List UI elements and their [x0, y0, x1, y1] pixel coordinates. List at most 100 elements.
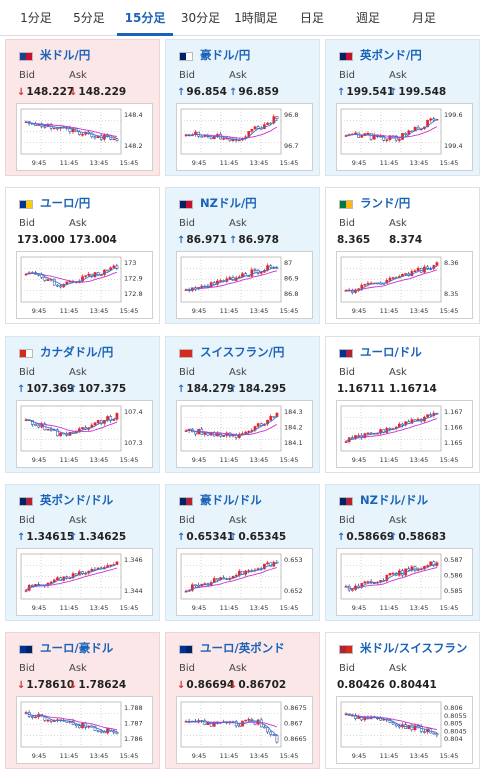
currency-pair-link[interactable]: 豪ドル/ドル [200, 493, 262, 507]
x-tick-label: 9:45 [32, 604, 47, 612]
rate-card[interactable]: 英ポンド/円 Bid Ask ↑199.541 ↑199.548 199.6 199.4 9:… [325, 39, 480, 176]
y-tick-label: 107.3 [124, 439, 143, 447]
mini-chart[interactable]: 184.3 184.2 184.1 9:45 11:45 13:45 15:45 [176, 400, 313, 468]
currency-pair-link[interactable]: ユーロ/円 [40, 196, 91, 210]
currency-pair-link[interactable]: ユーロ/豪ドル [40, 641, 114, 655]
candle-body [256, 423, 260, 427]
rate-card[interactable]: ランド/円 Bid Ask 8.365 8.374 8.36 8.35 9:45 11:45 13… [325, 187, 480, 324]
mini-chart[interactable]: 1.167 1.166 1.165 9:45 11:45 13:45 15:45 [336, 400, 473, 468]
y-tick-label: 0.585 [444, 587, 463, 595]
candle-body [429, 414, 433, 416]
tab-1[interactable]: 5分足 [73, 11, 105, 25]
rate-card[interactable]: 米ドル/スイスフラン Bid Ask 0.80426 0.80441 0.806 0.805… [325, 632, 480, 769]
ask-label: Ask [69, 367, 87, 378]
mini-chart[interactable]: 87 86.9 86.8 9:45 11:45 13:45 15:45 [176, 251, 313, 319]
candle-body [115, 413, 119, 420]
bid-number: 107.369 [26, 383, 75, 395]
candle-body [31, 420, 34, 425]
tab-3[interactable]: 30分足 [180, 11, 221, 25]
rate-card[interactable]: ユーロ/豪ドル Bid Ask ↓1.78610 ↓1.78624 1.788 1.787 1… [5, 632, 160, 769]
rate-card[interactable]: ユーロ/英ポンド Bid Ask ↓0.86694 ↓0.86702 0.8675 0.86… [165, 632, 320, 769]
ask-value: ↑107.375 [69, 383, 126, 395]
mini-chart[interactable]: 199.6 199.4 9:45 11:45 13:45 15:45 [336, 103, 473, 171]
rate-card[interactable]: NZドル/ドル Bid Ask ↑0.58669 ↑0.58683 0.587 0.586 0… [325, 484, 480, 621]
mini-chart[interactable]: 96.8 96.7 9:45 11:45 13:45 15:45 [176, 103, 313, 171]
arrow-down-icon: ↓ [177, 680, 186, 691]
currency-pair-link[interactable]: 米ドル/円 [40, 48, 91, 62]
tab-0[interactable]: 1分足 [20, 11, 52, 25]
mini-chart[interactable]: 173 172.9 172.8 9:45 11:45 13:45 15:45 [16, 251, 153, 319]
currency-pair-link[interactable]: スイスフラン/円 [200, 345, 285, 359]
rate-card[interactable]: 米ドル/円 Bid Ask ↓148.227 ↓148.229 148.4 148.2 9:4… [5, 39, 160, 176]
rate-card[interactable]: カナダドル/円 Bid Ask ↑107.369 ↑107.375 107.4 107.3 9… [5, 336, 160, 473]
mini-chart-svg: 1.167 1.166 1.165 9:45 11:45 13:45 15:45 [340, 405, 463, 464]
mini-chart[interactable]: 0.806 0.8055 0.805 0.8045 0.804 9:45 11:45 13:4… [336, 696, 473, 764]
tab-4[interactable]: 1時間足 [234, 11, 278, 25]
rate-card[interactable]: ユーロ/円 Bid Ask 173.000 173.004 173 172.9 172.8 9:… [5, 187, 160, 324]
candle-body [388, 573, 392, 576]
x-tick-label: 13:45 [250, 456, 269, 464]
currency-pair-link[interactable]: カナダドル/円 [40, 345, 114, 359]
tab-7[interactable]: 月足 [411, 11, 436, 25]
bid-value: ↓148.227 [17, 86, 74, 98]
bid-label: Bid [19, 515, 35, 526]
rate-card[interactable]: 英ポンド/ドル Bid Ask ↑1.34615 ↑1.34625 1.346 1.344 9… [5, 484, 160, 621]
x-tick-label: 11:45 [220, 456, 239, 464]
mini-chart[interactable]: 107.4 107.3 9:45 11:45 13:45 15:45 [16, 400, 153, 468]
currency-pair-link[interactable]: ユーロ/ドル [360, 345, 422, 359]
arrow-up-icon: ↑ [17, 384, 26, 395]
currency-pair-link[interactable]: 英ポンド/ドル [40, 493, 114, 507]
ask-number: 184.295 [238, 383, 287, 395]
candle-body [93, 726, 97, 731]
candle-body [37, 273, 40, 276]
y-tick-label: 1.344 [124, 587, 143, 595]
flag-icon [339, 645, 353, 654]
currency-pair-link[interactable]: NZドル/円 [200, 196, 257, 210]
x-tick-label: 15:45 [280, 307, 299, 315]
x-tick-label: 13:45 [90, 752, 109, 760]
arrow-up-icon: ↑ [337, 532, 346, 543]
currency-pair-link[interactable]: 英ポンド/円 [360, 48, 422, 62]
candle-body [404, 133, 407, 135]
arrow-down-icon: ↓ [229, 680, 238, 691]
currency-pair-link[interactable]: ユーロ/英ポンド [200, 641, 285, 655]
mini-chart[interactable]: 0.587 0.586 0.585 9:45 11:45 13:45 15:45 [336, 548, 473, 616]
rate-card[interactable]: スイスフラン/円 Bid Ask ↑184.279 ↑184.295 184.3 184.2… [165, 336, 320, 473]
currency-pair-link[interactable]: NZドル/ドル [360, 493, 429, 507]
currency-pair-link[interactable]: 豪ドル/円 [200, 48, 251, 62]
rate-card[interactable]: NZドル/円 Bid Ask ↑86.971 ↑86.978 87 86.9 86.8 9:45… [165, 187, 320, 324]
timeframe-tabs: 1分足 5分足 15分足 30分足 1時間足 日足 週足 月足 [0, 0, 480, 36]
tab-5[interactable]: 日足 [299, 11, 324, 25]
candle-body [385, 139, 389, 141]
candle-body [435, 732, 439, 736]
mini-chart[interactable]: 0.653 0.652 9:45 11:45 13:45 15:45 [176, 548, 313, 616]
candle-body [78, 725, 81, 729]
candle-body [112, 265, 116, 268]
y-tick-label: 0.8055 [444, 712, 467, 720]
y-tick-label: 86.9 [284, 275, 298, 283]
candle-body [234, 574, 238, 577]
currency-pair-link[interactable]: 米ドル/スイスフラン [360, 641, 468, 655]
mini-chart[interactable]: 1.788 1.787 1.786 9:45 11:45 13:45 15:45 [16, 696, 153, 764]
tab-6[interactable]: 週足 [355, 11, 380, 25]
ask-label: Ask [389, 515, 407, 526]
ask-number: 199.548 [398, 86, 447, 98]
tab-2[interactable]: 15分足 [117, 0, 173, 36]
x-tick-label: 15:45 [440, 159, 459, 167]
currency-pair-link[interactable]: ランド/円 [360, 196, 411, 210]
candle-body [74, 573, 78, 576]
rate-card[interactable]: 豪ドル/ドル Bid Ask ↑0.65341 ↑0.65345 0.653 0.652 9:… [165, 484, 320, 621]
rate-card[interactable]: 豪ドル/円 Bid Ask ↑96.854 ↑96.859 96.8 96.7 9:45 11:… [165, 39, 320, 176]
candle-body [59, 285, 62, 288]
mini-chart[interactable]: 1.346 1.344 9:45 11:45 13:45 15:45 [16, 548, 153, 616]
candle-body [56, 284, 59, 287]
mini-chart[interactable]: 8.36 8.35 9:45 11:45 13:45 15:45 [336, 251, 473, 319]
mini-chart[interactable]: 148.4 148.2 9:45 11:45 13:45 15:45 [16, 103, 153, 171]
ask-label: Ask [229, 218, 247, 229]
ask-number: 86.978 [238, 234, 279, 246]
rate-card[interactable]: ユーロ/ドル Bid Ask 1.16711 1.16714 1.167 1.166 1.16… [325, 336, 480, 473]
candle-body [212, 282, 216, 285]
candle-body [388, 277, 392, 281]
mini-chart[interactable]: 0.8675 0.867 0.8665 9:45 11:45 13:45 15:45 [176, 696, 313, 764]
candle-body [269, 731, 273, 735]
